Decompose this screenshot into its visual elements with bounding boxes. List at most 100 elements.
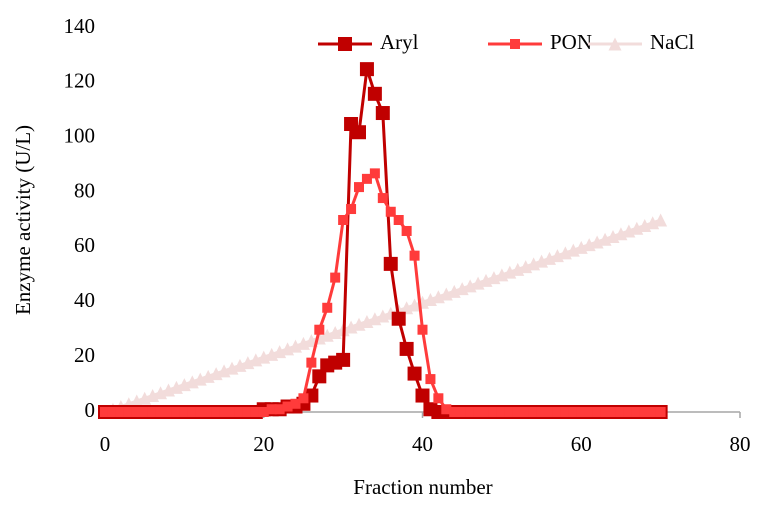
data-point — [361, 173, 372, 184]
data-point — [282, 401, 293, 412]
data-point — [576, 407, 587, 417]
data-point — [615, 407, 626, 417]
y-tick-label: 120 — [64, 69, 96, 93]
data-point — [520, 407, 531, 417]
data-point — [367, 86, 382, 101]
data-point — [219, 407, 230, 417]
data-point — [187, 407, 198, 417]
data-point — [100, 407, 110, 417]
data-point — [352, 125, 366, 140]
x-tick-label: 40 — [412, 432, 433, 456]
series-line — [105, 170, 661, 414]
data-point — [322, 302, 333, 313]
y-tick-label: 40 — [74, 288, 95, 312]
data-point — [242, 407, 253, 417]
data-point — [415, 388, 430, 403]
data-point — [560, 407, 571, 417]
data-point — [354, 182, 364, 193]
x-tick-label: 80 — [730, 432, 751, 456]
legend-marker — [338, 37, 352, 51]
data-point — [425, 374, 436, 385]
data-point — [155, 407, 166, 417]
data-point — [163, 407, 174, 417]
data-point — [623, 407, 634, 417]
data-point — [409, 250, 420, 261]
data-point — [465, 407, 476, 417]
data-point — [383, 256, 398, 271]
legend-marker — [608, 37, 622, 51]
data-point — [481, 407, 491, 417]
x-axis-label: Fraction number — [353, 475, 492, 499]
data-point — [592, 407, 603, 417]
data-point — [123, 407, 134, 417]
data-point — [314, 324, 325, 335]
y-axis-label: Enzyme activity (U/L) — [11, 125, 35, 315]
data-point — [306, 357, 317, 368]
data-point — [203, 407, 214, 417]
data-point — [433, 393, 444, 404]
data-point — [377, 193, 388, 204]
data-point — [227, 407, 237, 417]
data-point — [528, 407, 539, 417]
series-line — [105, 68, 661, 414]
legend-marker — [510, 39, 520, 49]
x-tick-label: 0 — [100, 432, 111, 456]
data-point — [407, 366, 422, 381]
data-point — [391, 311, 406, 326]
data-point — [336, 352, 351, 367]
data-point — [457, 407, 468, 417]
data-point — [654, 213, 668, 227]
x-tick-label: 60 — [571, 432, 592, 456]
y-tick-label: 0 — [85, 398, 96, 422]
data-point — [171, 407, 182, 417]
data-point — [647, 407, 658, 417]
x-tick-label: 20 — [253, 432, 274, 456]
data-point — [330, 272, 341, 283]
data-point — [258, 407, 269, 417]
data-point — [359, 62, 374, 77]
legend-label: Aryl — [380, 30, 419, 54]
data-point — [298, 393, 309, 404]
data-point — [195, 407, 206, 417]
data-point — [401, 225, 412, 236]
data-point — [312, 369, 327, 384]
data-point — [496, 407, 507, 417]
data-point — [449, 407, 460, 417]
data-point — [211, 407, 222, 417]
data-point — [473, 407, 484, 417]
data-point — [655, 407, 666, 417]
data-point — [179, 407, 190, 417]
data-point — [274, 404, 285, 415]
data-point — [536, 407, 547, 417]
legend-label: PON — [550, 30, 592, 54]
data-point — [488, 407, 499, 417]
y-tick-label: 60 — [74, 233, 95, 257]
data-point — [234, 407, 245, 417]
data-point — [552, 407, 563, 417]
data-point — [393, 215, 404, 225]
data-point — [250, 407, 261, 417]
data-point — [441, 404, 452, 415]
y-tick-label: 140 — [64, 14, 96, 38]
data-point — [385, 206, 396, 217]
data-point — [115, 407, 126, 417]
data-point — [600, 407, 611, 417]
data-point — [131, 407, 142, 417]
data-point — [512, 407, 523, 417]
y-tick-label: 80 — [74, 178, 95, 202]
data-point — [266, 404, 277, 415]
data-point — [369, 168, 380, 179]
data-point — [639, 407, 650, 417]
data-point — [568, 407, 579, 417]
data-point — [584, 407, 595, 417]
data-point — [346, 204, 357, 215]
data-point — [139, 407, 150, 417]
data-point — [290, 398, 301, 409]
data-point — [338, 215, 349, 225]
data-point — [107, 407, 118, 417]
data-point — [608, 407, 618, 417]
data-point — [147, 407, 158, 417]
legend-label: NaCl — [650, 30, 694, 54]
data-point — [631, 407, 642, 417]
